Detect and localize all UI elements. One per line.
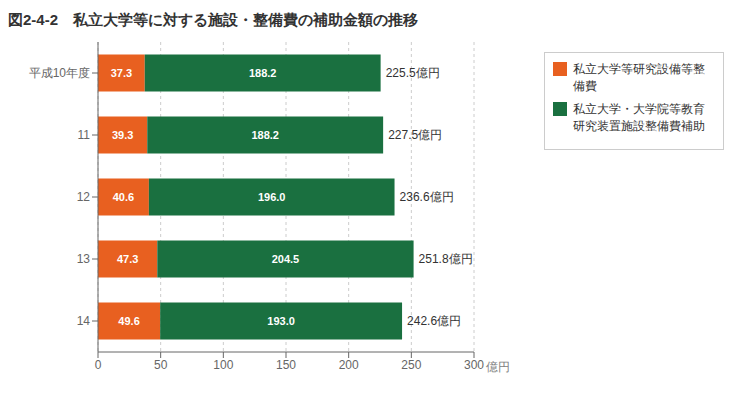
svg-text:150: 150 [276,358,296,372]
svg-text:251.8億円: 251.8億円 [419,252,473,266]
svg-text:225.5億円: 225.5億円 [386,66,440,80]
svg-text:12: 12 [77,190,91,204]
svg-text:50: 50 [154,358,168,372]
svg-text:188.2: 188.2 [251,129,279,141]
svg-text:49.6: 49.6 [118,315,139,327]
html-text:図2-4-2 私立大学等に対する施設・整備費の補助金額の推移: 図2-4-2 私立大学等に対する施設・整備費の補助金額の推移 [8,11,418,28]
svg-text:196.0: 196.0 [258,191,286,203]
svg-text:39.3: 39.3 [112,129,133,141]
svg-text:227.5億円: 227.5億円 [388,128,442,142]
svg-text:37.3: 37.3 [111,67,132,79]
svg-text:平成10年度: 平成10年度 [29,66,90,80]
svg-text:11: 11 [78,128,91,142]
svg-text:0: 0 [95,358,102,372]
html-text:私立大学・大学院等教育研究装置施設整備費補助: 私立大学・大学院等教育研究装置施設整備費補助 [573,102,705,133]
svg-text:13: 13 [77,252,91,266]
svg-text:300: 300 [464,358,484,372]
svg-text:14: 14 [77,314,91,328]
svg-text:242.6億円: 242.6億円 [407,314,461,328]
svg-text:236.6億円: 236.6億円 [400,190,454,204]
svg-text:200: 200 [339,358,359,372]
svg-text:250: 250 [401,358,421,372]
svg-text:47.3: 47.3 [117,253,138,265]
svg-text:188.2: 188.2 [249,67,277,79]
svg-text:193.0: 193.0 [267,315,295,327]
svg-text:40.6: 40.6 [113,191,134,203]
svg-text:億円: 億円 [486,360,510,374]
html-text:私立大学等研究設備等整備費: 私立大学等研究設備等整備費 [573,62,705,93]
svg-text:204.5: 204.5 [272,253,300,265]
svg-text:100: 100 [213,358,233,372]
